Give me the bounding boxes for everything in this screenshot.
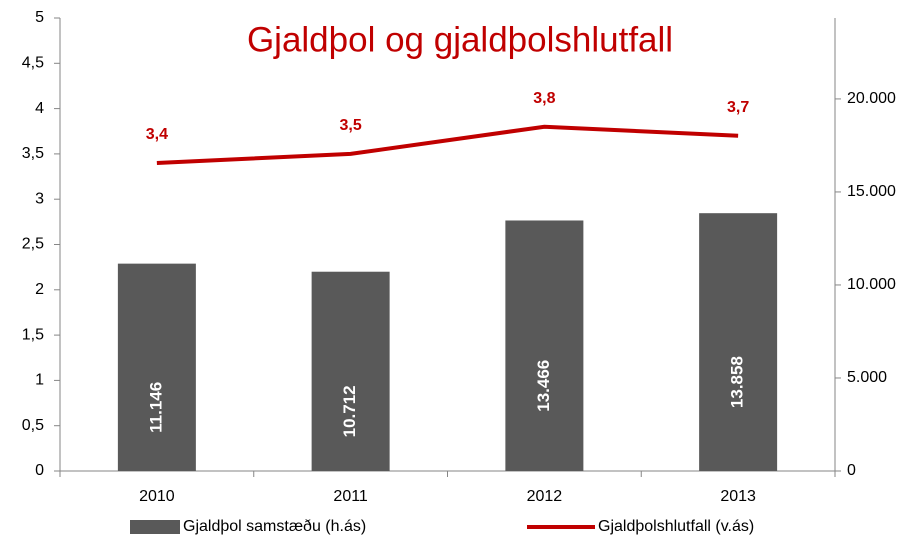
y2-tick-label: 5.000 xyxy=(847,369,887,386)
y2-tick-label: 0 xyxy=(847,462,856,479)
bar xyxy=(505,220,584,471)
y-tick-label: 1 xyxy=(35,372,44,389)
legend-label: Gjaldþolshlutfall (v.ás) xyxy=(598,518,754,535)
bar xyxy=(699,213,778,471)
x-tick-label: 2011 xyxy=(333,488,368,505)
y-tick-label: 2 xyxy=(35,281,44,298)
y-tick-label: 5 xyxy=(35,9,44,26)
line-label: 3,7 xyxy=(727,99,749,116)
y2-tick-label: 15.000 xyxy=(847,183,896,200)
line-label: 3,8 xyxy=(533,90,555,107)
line-label: 3,4 xyxy=(146,126,168,143)
y-tick-label: 2,5 xyxy=(22,236,44,253)
y-tick-label: 1,5 xyxy=(22,326,44,343)
y-tick-label: 4 xyxy=(35,100,44,117)
bar xyxy=(117,263,196,471)
legend-label: Gjaldþol samstæðu (h.ás) xyxy=(183,518,366,535)
y2-tick-label: 20.000 xyxy=(847,90,896,107)
x-tick-label: 2013 xyxy=(720,488,756,505)
y2-tick-label: 10.000 xyxy=(847,276,896,293)
y-tick-label: 3,5 xyxy=(22,145,44,162)
line xyxy=(156,124,739,165)
bar-label: 10.712 xyxy=(340,385,359,437)
y-tick-label: 0,5 xyxy=(22,417,44,434)
y-tick-label: 0 xyxy=(35,462,44,479)
x-tick-label: 2010 xyxy=(139,488,175,505)
legend-swatch xyxy=(130,520,180,534)
chart-title: Gjaldþol og gjaldþolshlutfall xyxy=(247,20,673,59)
bar-label: 11.146 xyxy=(146,382,165,433)
bar-label: 13.858 xyxy=(728,356,747,408)
x-tick-label: 2012 xyxy=(527,488,563,505)
bar xyxy=(311,271,390,471)
y-tick-label: 3 xyxy=(35,190,44,207)
bar-label: 13.466 xyxy=(534,360,553,412)
line-label: 3,5 xyxy=(340,117,362,134)
y-tick-label: 4,5 xyxy=(22,55,44,72)
